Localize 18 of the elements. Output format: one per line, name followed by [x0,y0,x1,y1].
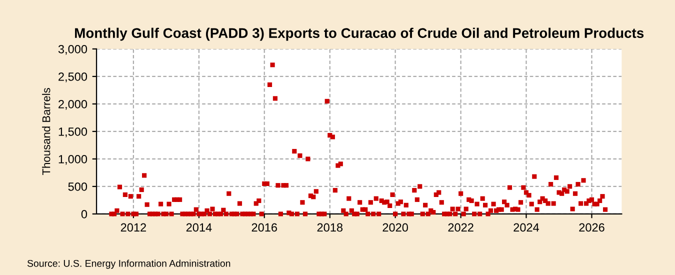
x-tick-label: 2020 [382,223,408,232]
x-tick-label: 2022 [448,223,474,232]
x-tick-label: 2024 [514,223,540,232]
x-tick-label: 2018 [317,223,343,232]
x-tick-label: 2014 [186,223,212,232]
source-note: Source: U.S. Energy Information Administration [27,260,230,269]
y-tick-label: 2,000 [58,100,88,110]
y-tick-label: 2,500 [58,72,88,82]
y-tick-label: 0 [81,210,88,218]
y-tick-label: 500 [68,182,88,191]
y-tick-label: 1,500 [58,127,88,138]
chart-title: Monthly Gulf Coast (PADD 3) Exports to Curacao of Crude Oil and Petroleum Products [75,28,644,41]
y-tick-label: 3,000 [58,44,88,55]
y-axis-title: Thousand Barrels [42,88,50,176]
x-tick-label: 2026 [579,223,604,232]
x-tick-label: 2016 [252,223,277,232]
x-tick-label: 2012 [120,223,146,232]
y-tick-label: 1,000 [58,154,88,165]
